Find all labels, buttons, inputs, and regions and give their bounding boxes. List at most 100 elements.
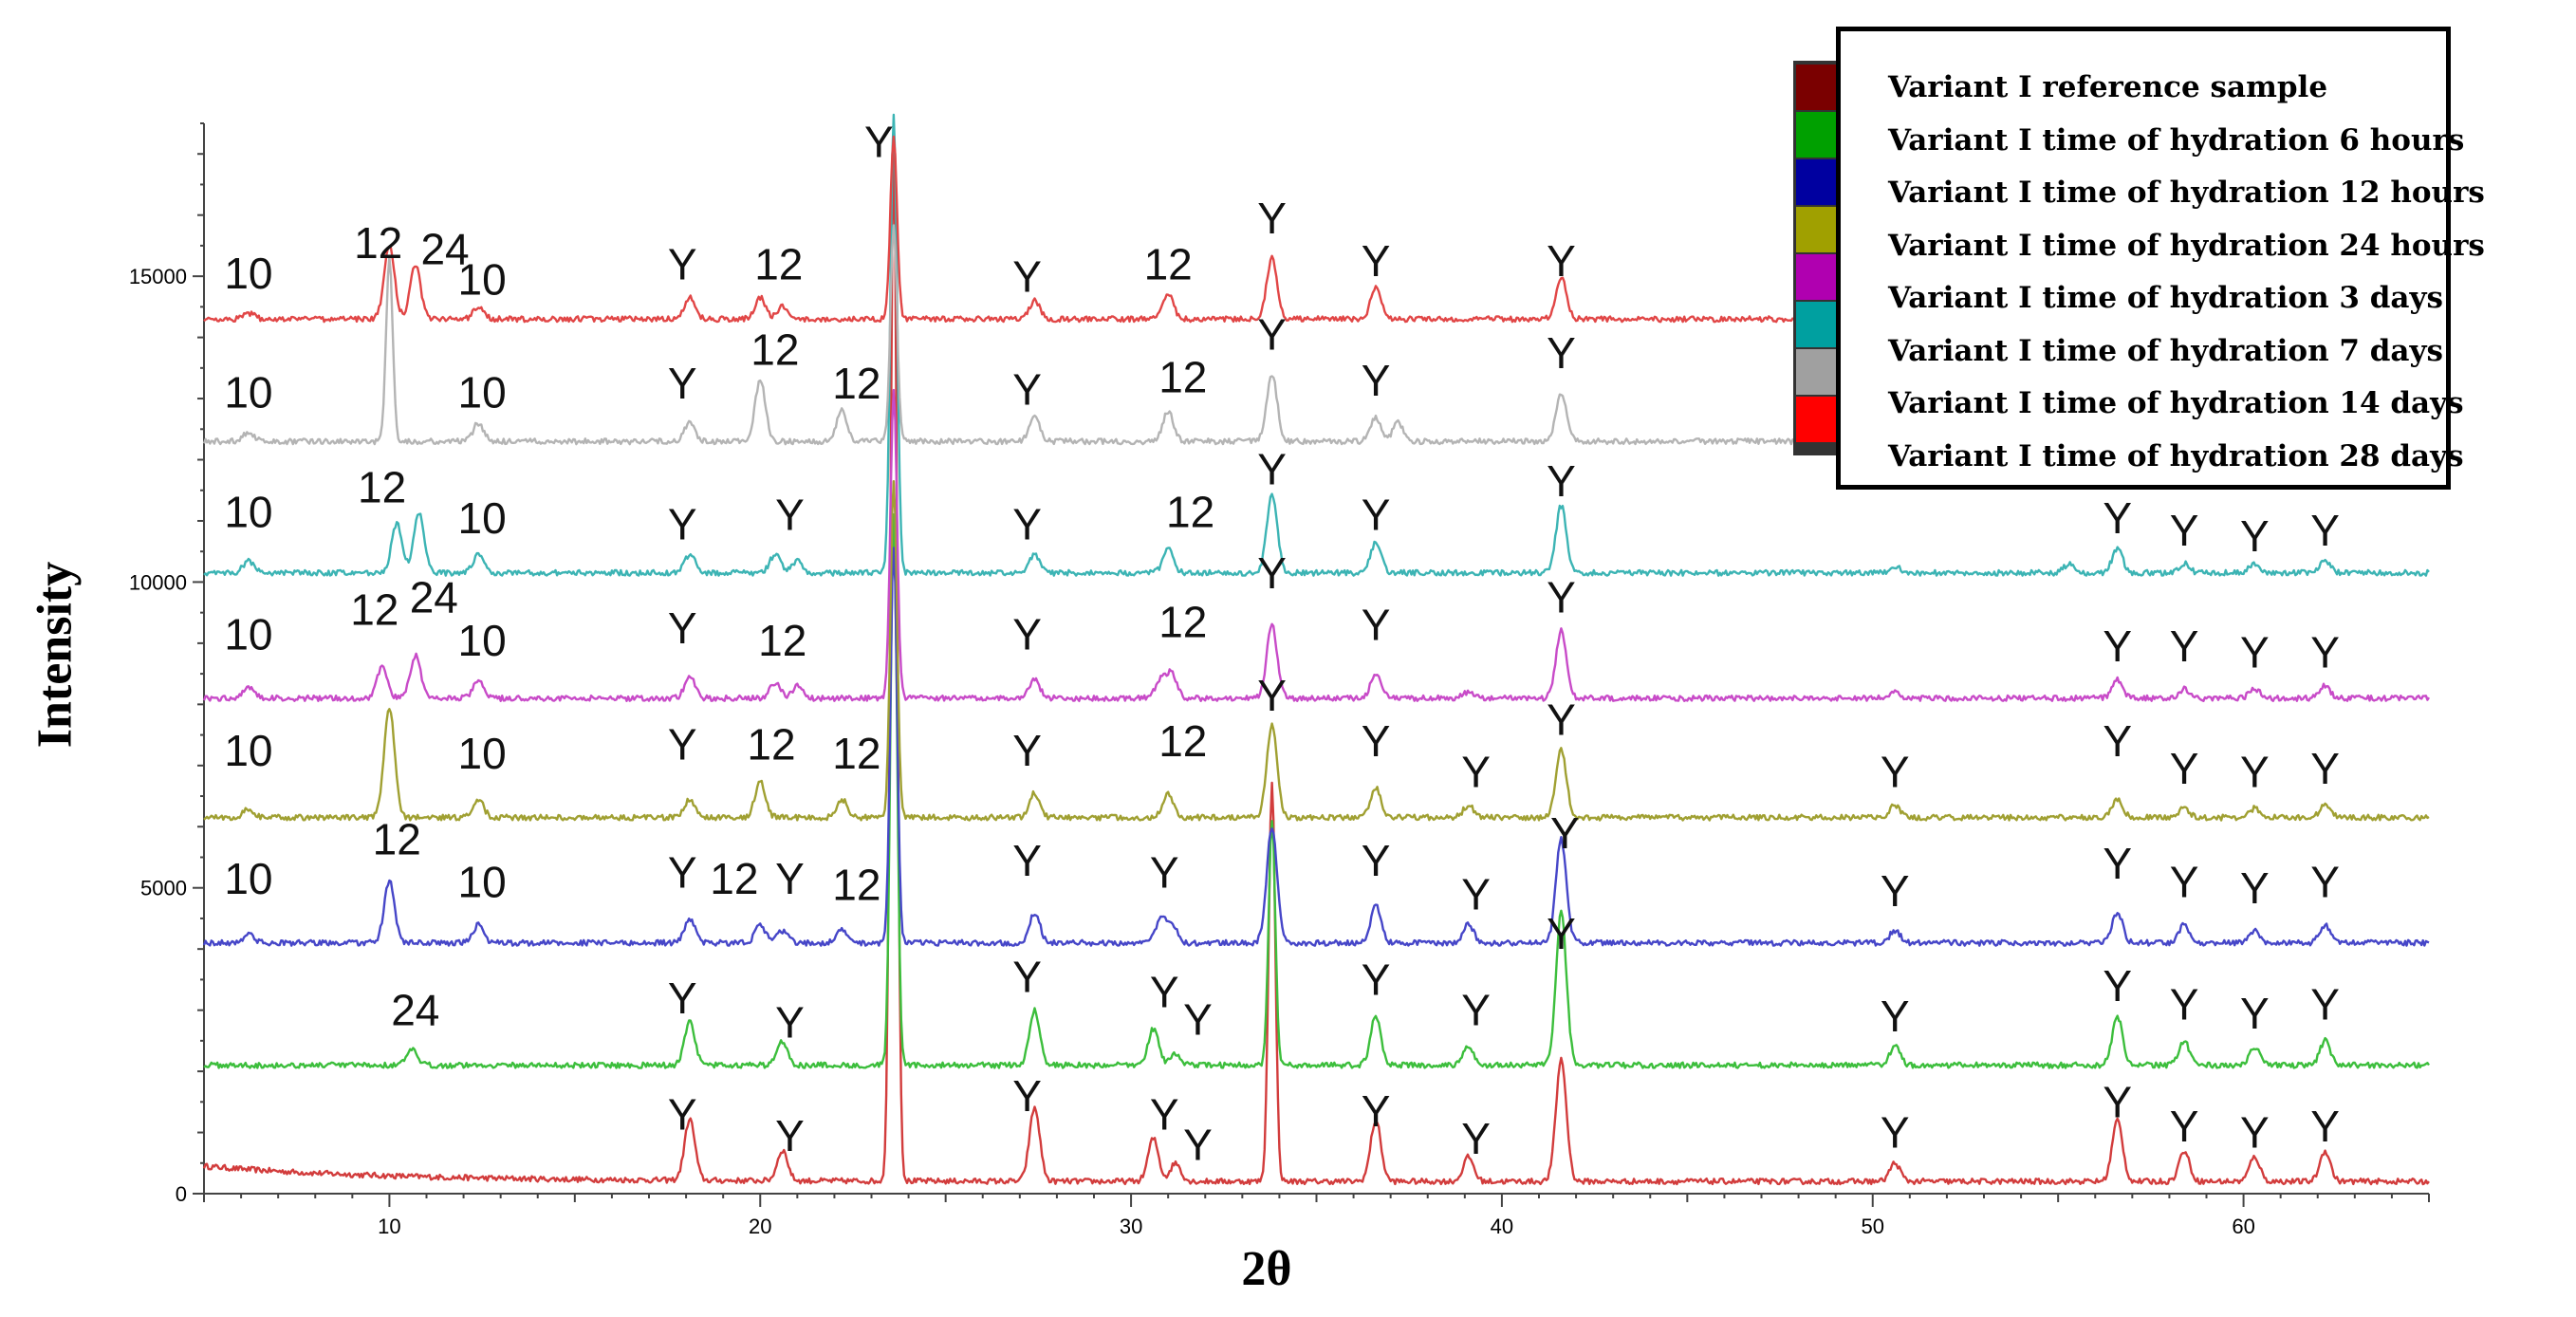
peak-annotation: 12 — [354, 218, 402, 268]
x-tick-label: 60 — [2232, 1215, 2254, 1238]
peak-annotation: Y — [1150, 1089, 1179, 1139]
peak-annotation: 10 — [224, 487, 272, 536]
legend-entry: Variant I time of hydration 14 days — [1888, 386, 2464, 420]
peak-annotation: Y — [2103, 493, 2132, 543]
legend-swatch — [1796, 65, 1840, 110]
peak-annotation: Y — [2310, 979, 2340, 1029]
legend-entry: Variant I time of hydration 24 hours — [1888, 228, 2485, 263]
y-tick-label: 0 — [176, 1182, 187, 1206]
peak-annotation: Y — [2240, 511, 2270, 561]
peak-annotation: Y — [668, 974, 697, 1023]
peak-annotation: Y — [2240, 863, 2270, 913]
peak-annotation: 10 — [458, 368, 507, 417]
peak-annotation: Y — [668, 1089, 697, 1139]
peak-annotation: Y — [668, 239, 697, 288]
peak-annotation: 12 — [1144, 239, 1193, 288]
peak-annotation: 10 — [458, 254, 507, 304]
peak-annotation: Y — [2240, 628, 2270, 677]
peak-annotation: Y — [775, 1111, 805, 1160]
series-line-1 — [202, 141, 2430, 1186]
legend-swatch — [1796, 159, 1840, 205]
legend-swatches — [1793, 61, 1843, 455]
peak-annotation: 12 — [350, 585, 398, 635]
peak-annotation: 12 — [832, 729, 880, 778]
peak-annotation: Y — [1362, 356, 1391, 405]
peak-annotation: Y — [1362, 491, 1391, 540]
peak-annotation: Y — [1461, 1114, 1491, 1163]
peak-annotation: 12 — [358, 463, 406, 512]
legend-swatch — [1796, 349, 1840, 395]
peak-annotation: Y — [2170, 744, 2199, 793]
peak-annotation: Y — [1257, 671, 1287, 720]
legend: Variant I reference sample Variant I time… — [1836, 27, 2485, 490]
peak-annotation: 10 — [224, 854, 272, 903]
peak-annotation: Y — [1012, 952, 1042, 1001]
peak-annotation: 24 — [420, 224, 469, 273]
peak-annotation: 12 — [1158, 353, 1207, 402]
y-tick-label: 5000 — [140, 877, 187, 900]
y-tick-label: 10000 — [129, 570, 187, 594]
peak-annotation: 12 — [751, 325, 799, 375]
x-tick-label: 10 — [378, 1215, 400, 1238]
peak-annotation: Y — [1881, 866, 1910, 916]
y-tick-label: 15000 — [129, 265, 187, 288]
peak-annotation: Y — [775, 854, 805, 903]
peak-annotation: Y — [2310, 506, 2340, 555]
peak-annotation: Y — [1362, 601, 1391, 650]
peak-annotation: Y — [864, 117, 894, 166]
peak-annotation: Y — [775, 998, 805, 1048]
peak-annotation: Y — [1461, 869, 1491, 918]
peak-annotation: 10 — [458, 729, 507, 778]
peak-annotation: Y — [1257, 194, 1287, 243]
peak-annotation: Y — [2103, 961, 2132, 1011]
peak-annotation: 12 — [832, 359, 880, 408]
x-tick-label: 30 — [1120, 1215, 1142, 1238]
peak-annotation: Y — [1257, 444, 1287, 493]
peak-annotation: Y — [1012, 1071, 1042, 1121]
legend-entry: Variant I time of hydration 6 hours — [1888, 122, 2465, 158]
peak-annotation: 12 — [373, 814, 421, 863]
peak-annotation: Y — [668, 499, 697, 548]
peak-annotation: Y — [1362, 1086, 1391, 1136]
legend-entry: Variant I time of hydration 7 days — [1888, 333, 2443, 368]
peak-annotation: Y — [1881, 992, 1910, 1041]
peak-annotation: Y — [2310, 744, 2340, 793]
peak-annotation: 12 — [758, 616, 806, 665]
peak-annotation: Y — [1012, 365, 1042, 415]
series-line-4 — [203, 480, 2430, 822]
peak-annotation: 24 — [391, 986, 439, 1035]
peak-annotation: Y — [2240, 989, 2270, 1038]
legend-entry: Variant I time of hydration 3 days — [1888, 281, 2443, 315]
peak-annotation: Y — [668, 359, 697, 408]
peak-annotation: Y — [668, 719, 697, 769]
axes: 10 20 30 40 50 60 0 5000 10000 15000 — [129, 122, 2430, 1238]
peak-annotation: Y — [2103, 621, 2132, 671]
peak-annotation: Y — [1547, 328, 1576, 378]
peak-annotation: 12 — [832, 861, 880, 910]
x-tick-label: 20 — [749, 1215, 771, 1238]
series-line-5 — [202, 388, 2431, 702]
peak-annotation: Y — [775, 491, 805, 540]
peak-annotation: Y — [1881, 1108, 1910, 1158]
peak-annotation: Y — [1012, 251, 1042, 301]
peak-annotation: Y — [2310, 1102, 2340, 1151]
peak-annotation: Y — [2170, 506, 2199, 555]
peak-annotation: Y — [1183, 1121, 1213, 1170]
x-axis-label: 2θ — [1241, 1242, 1292, 1296]
legend-entry: Variant I time of hydration 12 hours — [1888, 176, 2485, 210]
peak-annotation: Y — [2103, 839, 2132, 888]
peak-annotation: Y — [1881, 747, 1910, 796]
legend-entry: Variant I time of hydration 28 days — [1888, 438, 2464, 473]
peak-annotation: Y — [1362, 716, 1391, 766]
peak-annotation: Y — [2103, 716, 2132, 766]
peak-annotation: Y — [668, 603, 697, 653]
legend-swatch — [1796, 302, 1840, 347]
peak-annotation: Y — [1257, 309, 1287, 359]
peak-annotation: 10 — [224, 249, 272, 298]
peak-annotation: 10 — [224, 609, 272, 658]
peak-annotation: Y — [1012, 836, 1042, 885]
peak-annotation: 12 — [1166, 487, 1214, 536]
peak-annotation: Y — [1362, 236, 1391, 286]
peak-annotation: Y — [1012, 609, 1042, 658]
